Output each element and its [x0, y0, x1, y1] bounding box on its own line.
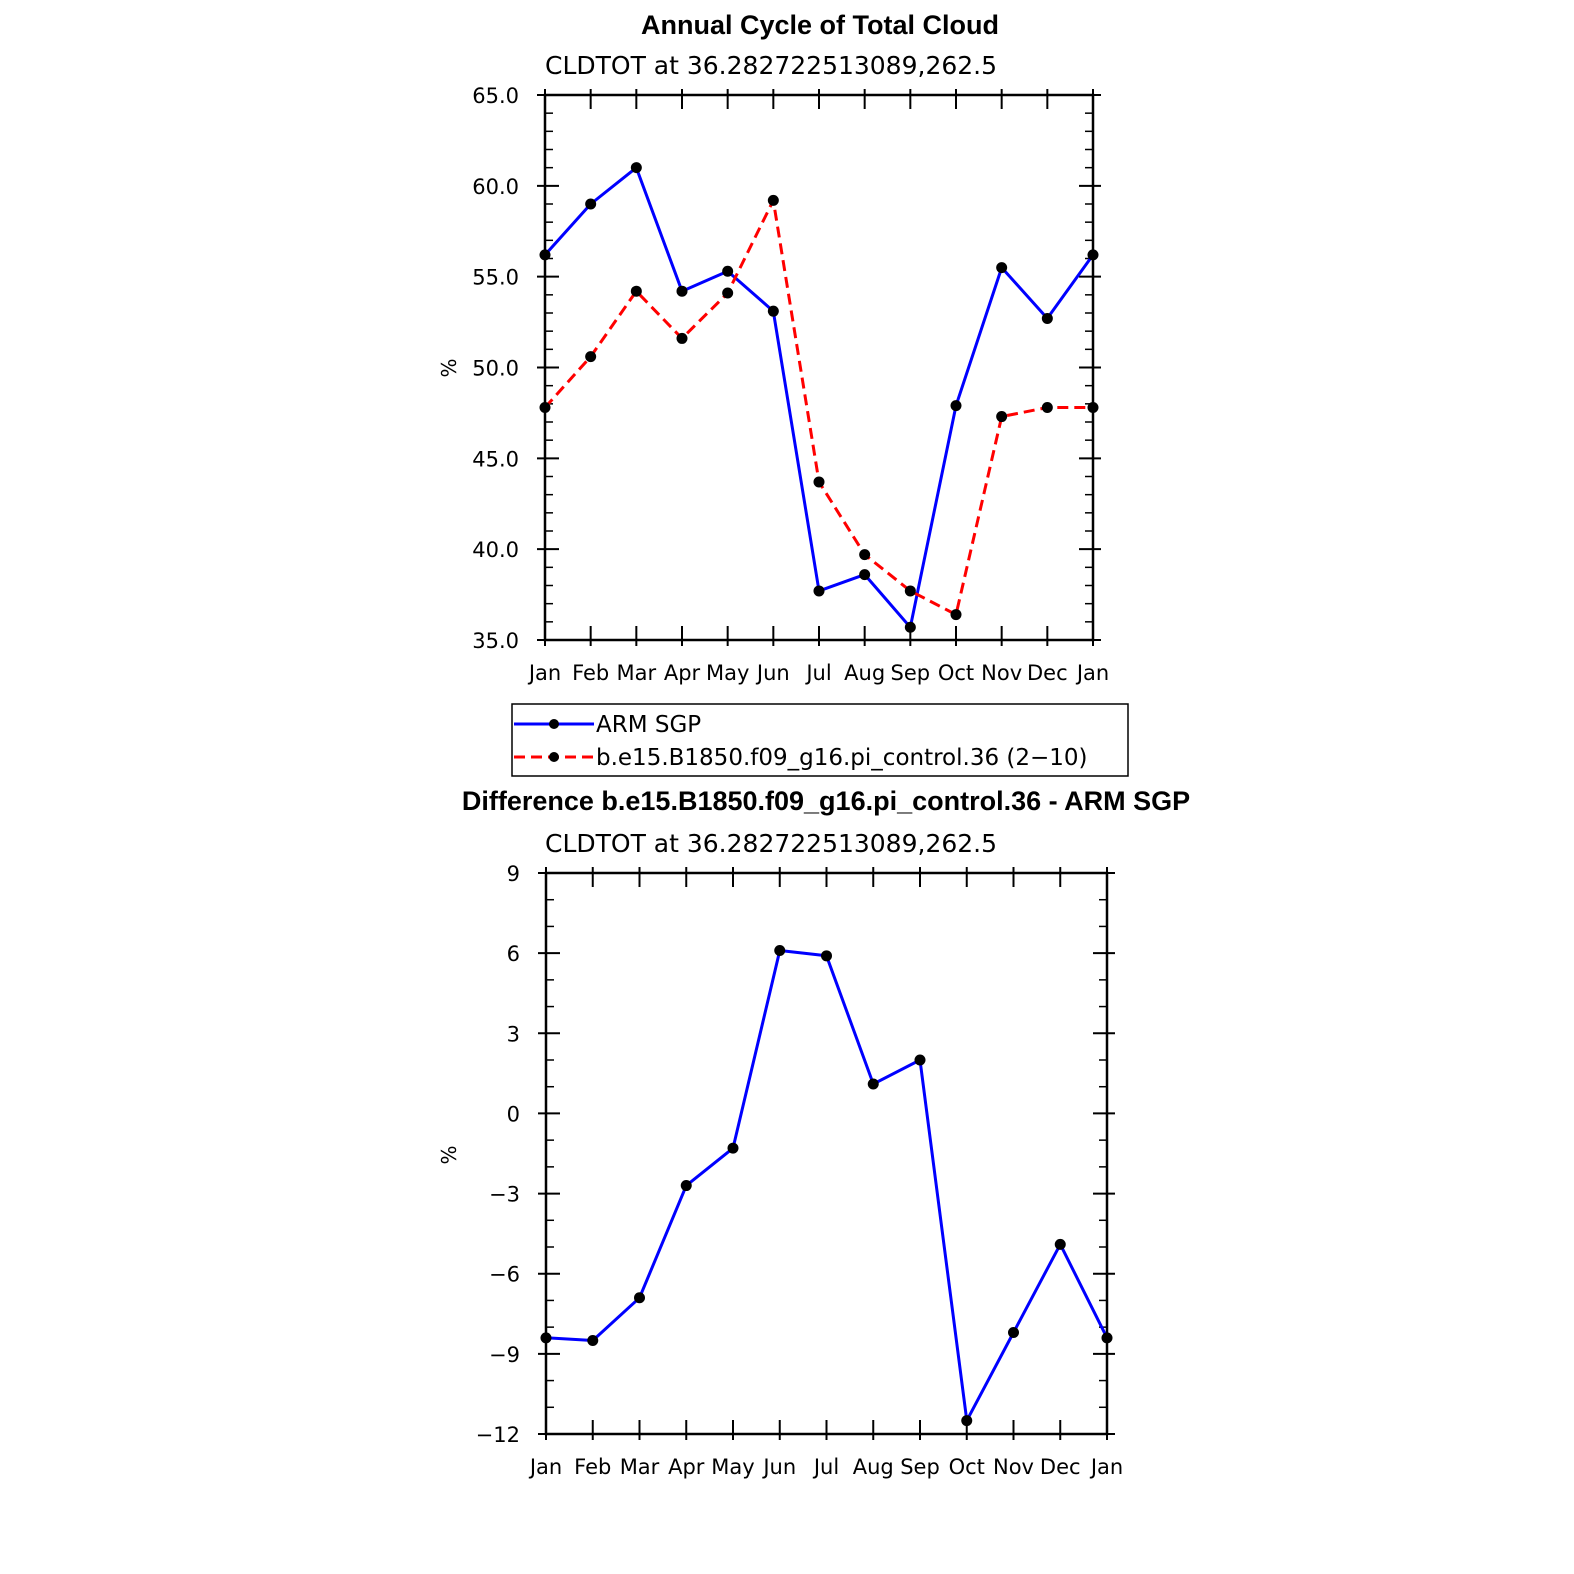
chart-1-series-0-point	[630, 162, 642, 174]
chart-1-series-0-point	[859, 569, 871, 581]
chart-2-ylabel: %	[437, 1145, 461, 1164]
chart-2-series-0-point	[914, 1054, 926, 1066]
chart-1-series-0-point	[813, 585, 825, 597]
chart-2-x-tick-label: Apr	[668, 1455, 705, 1479]
chart-2-series-0-point	[727, 1142, 739, 1154]
chart-2-y-tick-label: −6	[489, 1263, 520, 1287]
chart-1-x-tick-label: Jan	[527, 661, 561, 685]
chart-2-x-tick-label: Jan	[1089, 1455, 1123, 1479]
chart-1-series-1-point	[630, 285, 642, 297]
chart-1-y-tick-label: 50.0	[472, 357, 519, 381]
chart-2-x-tick-label: Jan	[528, 1455, 562, 1479]
chart-2-y-tick-label: 0	[507, 1102, 520, 1126]
chart-2-y-tick-label: 9	[507, 862, 520, 886]
chart-1-y-tick-label: 65.0	[472, 84, 519, 108]
chart-1-x-tick-label: May	[706, 661, 749, 685]
chart-2-x-tick-label: Aug	[853, 1455, 894, 1479]
chart-1-series-0-point	[904, 621, 916, 633]
chart-2-series-0-point	[821, 950, 832, 962]
chart-2-y-tick-label: 3	[507, 1022, 520, 1046]
chart-2-y-tick-label: −3	[489, 1183, 520, 1207]
chart-1-series-1-point	[722, 287, 734, 299]
chart-1-y-tick-label: 45.0	[472, 447, 519, 471]
chart-2-x-tick-label: Jul	[812, 1455, 839, 1479]
chart-1-y-tick-label: 55.0	[472, 266, 519, 290]
chart-1-x-tick-label: Dec	[1027, 661, 1068, 685]
chart-2-x-tick-label: Oct	[949, 1455, 985, 1479]
chart-2-y-tick-label: −9	[489, 1343, 520, 1367]
chart-1-x-tick-label: Aug	[844, 661, 885, 685]
chart-2-x-tick-label: May	[711, 1455, 754, 1479]
chart-1-x-tick-label: Jul	[804, 661, 831, 685]
chart-1-series-1-point	[904, 585, 916, 597]
chart-2-x-tick-label: Nov	[993, 1455, 1034, 1479]
chart-2-series-0-point	[774, 944, 786, 956]
chart-2-x-tick-label: Sep	[900, 1455, 940, 1479]
chart-2-x-tick-label: Dec	[1040, 1455, 1081, 1479]
legend-marker-arm-sgp	[549, 719, 559, 729]
chart-1-series-1-point	[859, 549, 871, 561]
chart-1-x-tick-label: Jun	[755, 661, 790, 685]
chart-1-series-0-point	[950, 400, 962, 412]
chart-1-x-tick-label: Sep	[891, 661, 931, 685]
chart-1-series-1-point	[1087, 401, 1099, 413]
chart-1-series-1-point	[950, 609, 962, 621]
chart-1-subtitle: CLDTOT at 36.282722513089,262.5	[545, 51, 997, 80]
chart-2-series-0-point	[1008, 1326, 1019, 1338]
chart-2-series-0-point	[680, 1180, 692, 1192]
chart-2-series-0-point	[867, 1078, 879, 1090]
chart-1-series-0-point	[585, 198, 597, 210]
chart-1-series-1-point	[996, 411, 1008, 423]
chart-1-series-1-point	[585, 351, 597, 363]
chart-2-series-0-point	[961, 1415, 973, 1427]
chart-2-x-tick-label: Mar	[620, 1455, 660, 1479]
chart-1-legend: ARM SGP b.e15.B1850.f09_g16.pi_control.3…	[511, 703, 1129, 777]
chart-2-y-tick-label: 6	[507, 942, 520, 966]
legend-label-arm-sgp: ARM SGP	[596, 712, 701, 738]
chart-1-x-tick-label: Apr	[664, 661, 701, 685]
chart-2-y-tick-label: −12	[476, 1423, 520, 1447]
chart-1-series-0-point	[1041, 312, 1053, 324]
chart-1-x-tick-label: Jan	[1075, 661, 1109, 685]
chart-2-series-0-point	[634, 1292, 645, 1304]
legend-marker-model	[549, 752, 559, 762]
chart-1-series-1-point	[813, 476, 825, 488]
chart-1-series-0-point	[1087, 249, 1099, 261]
chart-2-series-0-point	[540, 1332, 552, 1344]
chart-1-series-0-point	[722, 265, 734, 277]
chart-1-x-tick-label: Mar	[617, 661, 657, 685]
chart-2-series-0-line	[545, 949, 1109, 1423]
chart-1-series-1-point	[676, 332, 688, 344]
chart-1-series-0-point	[539, 249, 551, 261]
chart-1-y-tick-label: 35.0	[472, 629, 519, 653]
chart-2-series-0-point	[587, 1335, 599, 1346]
chart-2-series-0-point	[1054, 1238, 1066, 1250]
chart-1-title: Annual Cycle of Total Cloud	[641, 10, 999, 40]
chart-2-title: Difference b.e15.B1850.f09_g16.pi_contro…	[462, 786, 1190, 816]
chart-2-subtitle: CLDTOT at 36.282722513089,262.5	[545, 829, 997, 858]
chart-1-y-tick-label: 40.0	[472, 538, 519, 562]
chart-2-x-tick-label: Feb	[574, 1455, 611, 1479]
chart-1-series-1-point	[1041, 401, 1053, 413]
chart-1-y-tick-label: 60.0	[472, 175, 519, 199]
chart-1-series-1-point	[767, 194, 779, 206]
chart-1-ylabel: %	[437, 358, 461, 377]
chart-1-series-0-point	[996, 262, 1008, 274]
chart-1-series-0-point	[767, 305, 779, 317]
legend-label-model: b.e15.B1850.f09_g16.pi_control.36 (2−10)	[596, 745, 1088, 771]
chart-2-series-0-point	[1101, 1332, 1113, 1344]
legend-box	[511, 703, 1129, 777]
chart-1-x-tick-label: Oct	[938, 661, 974, 685]
chart-2-x-tick-label: Jun	[761, 1455, 796, 1479]
chart-1-series-1-point	[539, 401, 551, 413]
chart-1-series-1-line	[543, 198, 1093, 617]
chart-1-x-tick-label: Feb	[572, 661, 609, 685]
chart-2-plot: Jan Feb Mar Apr May Jun Jul Aug Sep Oct Nov Dec Jan−…	[476, 862, 1124, 1479]
chart-1-series-0-line	[543, 166, 1095, 629]
chart-1-x-tick-label: Nov	[981, 661, 1022, 685]
chart-1-plot: Jan Feb Mar Apr May Jun Jul Aug Sep Oct Nov Dec Jan 3…	[472, 84, 1109, 685]
chart-1-series-0-point	[676, 285, 688, 297]
